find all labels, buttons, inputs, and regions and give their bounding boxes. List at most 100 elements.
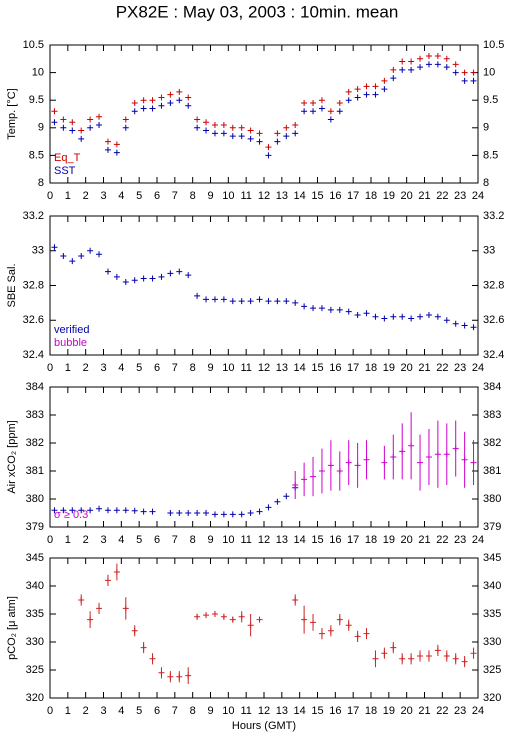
data-point xyxy=(265,144,272,151)
data-point xyxy=(434,313,441,320)
data-point xyxy=(104,507,111,514)
y-tick-label: 330 xyxy=(26,636,44,648)
data-point xyxy=(203,119,210,126)
data-point xyxy=(452,445,459,452)
data-point xyxy=(327,306,334,313)
data-point xyxy=(301,99,308,106)
data-point xyxy=(425,653,432,659)
x-tick-label: 24 xyxy=(472,362,484,374)
data-point xyxy=(345,459,352,466)
x-tick-label: 18 xyxy=(365,705,377,717)
y-tick-label: 379 xyxy=(483,521,501,533)
data-point xyxy=(363,91,370,98)
data-point xyxy=(96,605,103,612)
data-point xyxy=(363,83,370,90)
x-tick-label: 9 xyxy=(207,190,213,202)
data-point xyxy=(78,135,85,142)
data-point xyxy=(167,91,174,98)
data-point xyxy=(443,653,450,659)
x-tick-label: 8 xyxy=(190,362,196,374)
x-tick-label: 7 xyxy=(172,362,178,374)
data-point xyxy=(310,473,317,480)
data-point xyxy=(229,124,236,131)
x-tick-label: 21 xyxy=(418,534,430,546)
data-point xyxy=(301,303,308,310)
data-point xyxy=(318,630,325,637)
x-tick-label: 18 xyxy=(365,362,377,374)
data-point xyxy=(176,673,183,680)
data-point xyxy=(220,296,227,303)
data-point xyxy=(354,94,361,101)
y-tick-label: 382 xyxy=(483,437,501,449)
data-point xyxy=(363,456,370,463)
x-tick-label: 19 xyxy=(383,705,395,717)
x-tick-label: 8 xyxy=(190,534,196,546)
data-point xyxy=(149,655,156,662)
x-tick-label: 17 xyxy=(347,705,359,717)
data-point xyxy=(229,133,236,140)
x-tick-label: 13 xyxy=(276,362,288,374)
data-point xyxy=(158,94,165,101)
plot-frame xyxy=(49,386,479,528)
y-tick-label: 10 xyxy=(32,67,44,79)
data-point xyxy=(60,124,67,131)
data-point xyxy=(247,298,254,305)
data-point xyxy=(372,313,379,320)
data-point xyxy=(301,616,308,623)
x-tick-label: 22 xyxy=(436,362,448,374)
data-point xyxy=(238,124,245,131)
x-tick-label: 21 xyxy=(418,705,430,717)
data-point xyxy=(167,270,174,277)
x-tick-label: 18 xyxy=(365,534,377,546)
x-tick-label: 23 xyxy=(454,705,466,717)
data-point xyxy=(256,130,263,137)
x-tick-label: 13 xyxy=(276,190,288,202)
plot-frame xyxy=(49,44,479,184)
data-point xyxy=(131,108,138,115)
data-point xyxy=(149,97,156,104)
data-point xyxy=(96,251,103,258)
data-point xyxy=(194,124,201,131)
data-point xyxy=(417,55,424,62)
data-point xyxy=(78,507,85,514)
y-tick-label: 33 xyxy=(32,245,44,257)
data-point xyxy=(443,64,450,71)
y-tick-label: 340 xyxy=(26,580,44,592)
data-point xyxy=(220,511,227,518)
x-tick-label: 0 xyxy=(47,190,53,202)
data-point xyxy=(461,456,468,463)
data-point xyxy=(399,313,406,320)
data-point xyxy=(408,66,415,73)
x-tick-label: 9 xyxy=(207,705,213,717)
x-tick-label: 15 xyxy=(311,534,323,546)
data-point xyxy=(265,152,272,159)
data-point xyxy=(310,99,317,106)
x-tick-label: 0 xyxy=(47,705,53,717)
data-point xyxy=(104,146,111,153)
data-point xyxy=(247,135,254,142)
data-point xyxy=(345,308,352,315)
x-tick-label: 20 xyxy=(401,705,413,717)
y-tick-label: 10.5 xyxy=(483,39,504,51)
data-point xyxy=(113,141,120,148)
y-tick-label: 32.6 xyxy=(23,314,44,326)
x-tick-label: 12 xyxy=(258,705,270,717)
x-tick-label: 10 xyxy=(222,362,234,374)
x-tick-label: 12 xyxy=(258,190,270,202)
data-point xyxy=(434,61,441,68)
data-point xyxy=(78,252,85,259)
data-point xyxy=(452,655,459,662)
data-point xyxy=(122,116,129,123)
data-point xyxy=(327,116,334,123)
x-tick-label: 15 xyxy=(311,362,323,374)
y-tick-label: 320 xyxy=(26,692,44,704)
data-point xyxy=(461,77,468,84)
data-point xyxy=(381,86,388,93)
x-tick-label: 19 xyxy=(383,190,395,202)
data-point xyxy=(167,99,174,106)
data-point xyxy=(69,119,76,126)
data-point xyxy=(310,619,317,626)
data-point xyxy=(140,508,147,515)
data-point xyxy=(87,616,94,623)
